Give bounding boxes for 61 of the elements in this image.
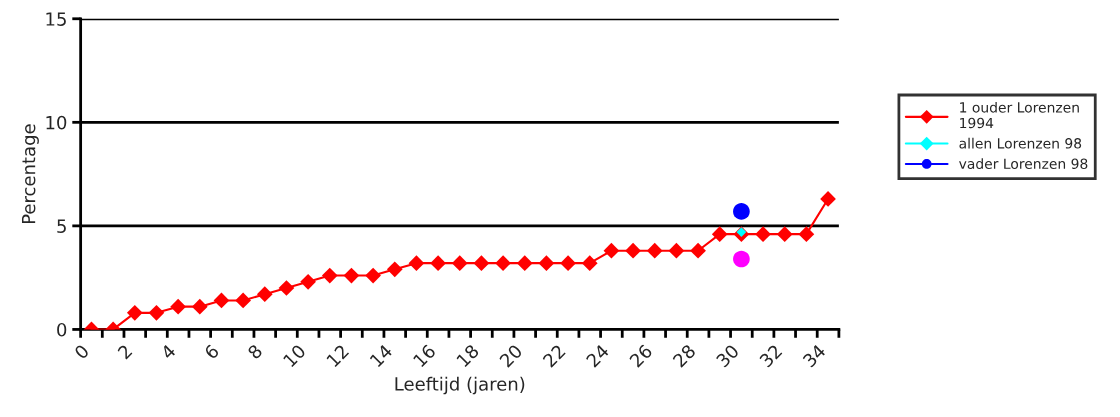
point	[430, 255, 446, 272]
point	[386, 261, 403, 278]
point	[321, 267, 338, 284]
point	[170, 298, 186, 315]
point	[668, 242, 685, 259]
x-tick-label: 14	[369, 343, 393, 368]
point	[625, 242, 641, 259]
x-tick-label: 32	[758, 344, 783, 368]
point	[343, 267, 360, 284]
y-tick-label: 0	[57, 322, 67, 337]
point	[235, 292, 251, 309]
point	[365, 267, 381, 284]
point	[213, 292, 230, 309]
point	[560, 255, 576, 272]
point	[733, 250, 750, 268]
x-tick-label: 10	[282, 343, 307, 368]
point	[126, 305, 143, 321]
point	[300, 273, 316, 290]
point	[755, 226, 771, 243]
point	[711, 226, 728, 243]
point	[798, 226, 815, 243]
x-tick-label: 24	[585, 343, 610, 368]
point	[516, 255, 533, 272]
x-tick-label: 34	[802, 343, 827, 368]
point	[495, 255, 511, 272]
point	[256, 286, 273, 303]
x-tick-label: 22	[542, 344, 566, 368]
point	[733, 203, 750, 220]
y-axis-title: Percentage	[22, 124, 39, 224]
x-tick-label: 30	[715, 343, 740, 368]
point	[451, 255, 468, 272]
point	[148, 305, 165, 321]
point	[646, 242, 663, 259]
point	[690, 242, 706, 259]
legend-label: 1 ouder Lorenzen 1994	[960, 101, 1079, 129]
x-tick-label: 2	[117, 344, 133, 360]
x-tick-label: 8	[246, 343, 263, 360]
x-tick-label: 26	[628, 343, 653, 368]
x-tick-label: 18	[455, 343, 480, 368]
y-tick-label: 5	[57, 219, 66, 233]
point	[278, 280, 295, 296]
x-axis-title: Leeftijd (jaren)	[395, 376, 525, 395]
x-tick-label: 0	[73, 343, 90, 360]
x-tick-label: 20	[498, 343, 523, 368]
point	[538, 255, 555, 272]
x-tick-label: 12	[325, 344, 350, 368]
point	[408, 255, 425, 272]
y-tick-label: 10	[46, 115, 67, 130]
x-tick-label: 16	[412, 343, 437, 368]
legend-label: vader Lorenzen 98	[959, 158, 1088, 170]
x-tick-label: 6	[203, 343, 220, 360]
point	[473, 255, 490, 272]
point	[603, 242, 620, 259]
point	[820, 191, 836, 207]
point	[581, 255, 598, 272]
legend-label: allen Lorenzen 98	[959, 137, 1082, 149]
point	[776, 226, 793, 243]
x-tick-label: 4	[160, 343, 177, 360]
x-tick-label: 28	[672, 343, 697, 368]
y-tick-label: 15	[46, 12, 66, 26]
point	[191, 298, 208, 315]
